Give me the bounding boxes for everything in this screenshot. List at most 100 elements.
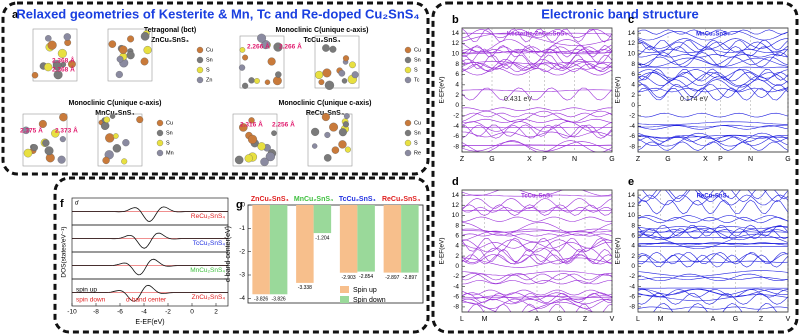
sub-label: d	[75, 201, 79, 207]
legend-label: Sn	[206, 57, 213, 63]
atom	[109, 113, 116, 119]
atom	[254, 78, 260, 84]
atom	[239, 47, 246, 53]
atom	[260, 157, 269, 167]
bond-length: 2.266 Å	[247, 42, 270, 51]
series-label: TcCu₂SnS₄	[193, 240, 226, 247]
band-line	[638, 215, 788, 222]
atom	[324, 131, 331, 138]
k-point: V	[786, 316, 791, 323]
k-point: X	[527, 156, 532, 163]
atom	[31, 71, 39, 79]
atom	[140, 32, 150, 41]
band-line	[462, 54, 612, 70]
panel-frame	[53, 176, 430, 334]
atom	[311, 143, 318, 149]
atom	[257, 142, 266, 151]
atom	[59, 136, 66, 143]
band-line	[462, 131, 612, 138]
atom	[267, 57, 276, 66]
bond-length: 2.316 Å	[240, 120, 263, 129]
value-label: -3.338	[298, 285, 312, 291]
compound: TcCu₂SnS₄	[521, 194, 553, 200]
y-axis-label: E-EF(eV)	[615, 237, 622, 264]
y-tick-label: 6	[631, 71, 635, 78]
y-tick-label: -4	[629, 123, 635, 130]
compound: MnCu₂SnS₄	[696, 32, 730, 38]
y-tick-label: -4	[453, 123, 459, 130]
band-line	[638, 41, 788, 53]
atom	[248, 117, 255, 124]
band-line	[638, 69, 788, 79]
atom	[321, 113, 330, 122]
x-tick-label: -10	[67, 309, 77, 316]
band-line	[638, 132, 788, 147]
atom	[59, 113, 68, 122]
k-point: G	[609, 156, 614, 163]
k-point: N	[748, 156, 753, 163]
y-tick-label: -4	[453, 283, 459, 290]
y-tick-label: 4	[455, 243, 459, 250]
y-tick-label: 0	[241, 202, 245, 209]
band-line	[638, 52, 788, 68]
legend-atom	[156, 139, 164, 147]
atom	[143, 45, 152, 55]
panel-label: g	[236, 199, 243, 211]
cell	[232, 113, 278, 167]
y-tick-label: 12	[628, 202, 636, 209]
x-tick-label: -4	[141, 309, 147, 316]
atom	[271, 130, 277, 136]
value-label: -3.826	[272, 297, 286, 303]
atom	[342, 55, 350, 62]
band-line	[462, 61, 612, 69]
atom	[113, 133, 119, 139]
band-line	[638, 57, 788, 67]
compound: Kesterite-ZnCu₂SnS₄	[507, 32, 567, 38]
band-line	[462, 68, 612, 76]
category-label: ReCu₂SnS₄	[382, 196, 420, 203]
atom	[57, 155, 66, 164]
legend-atom	[156, 149, 164, 157]
band-line	[462, 121, 612, 132]
atom	[102, 156, 110, 165]
y-tick-label: 0	[631, 263, 635, 270]
legend-atom	[404, 76, 412, 84]
band-line	[638, 39, 788, 51]
k-point: Z	[636, 156, 641, 163]
band-line	[638, 136, 788, 142]
y-axis-label: DOS(states/eV⁻¹)	[61, 226, 68, 277]
y-tick-label: 0	[455, 102, 459, 109]
bond-length: 2.373 Å	[55, 126, 78, 135]
annotation: d-band center	[126, 297, 167, 304]
formula: ZnCu₂SnS₄	[151, 37, 189, 44]
category-label: TcCu₂SnS₄	[339, 196, 376, 203]
legend-label: Cu	[414, 120, 421, 126]
legend-atom	[404, 149, 412, 157]
panel-frame	[1, 1, 430, 176]
atom	[247, 134, 258, 144]
band-line	[638, 53, 788, 58]
band-line	[638, 141, 788, 151]
legend-atom	[156, 129, 164, 137]
y-tick-label: 14	[628, 30, 636, 37]
atom	[329, 122, 339, 132]
bar	[252, 205, 270, 295]
band-line	[638, 75, 788, 87]
y-tick-label: 8	[455, 222, 459, 229]
y-tick-label: -2	[239, 248, 245, 255]
x-tick-label: -2	[165, 309, 171, 316]
value-label: -3.826	[254, 297, 268, 303]
y-tick-label: -1	[239, 225, 245, 232]
y-tick-label: 8	[631, 222, 635, 229]
x-axis-label: E-EF(eV)	[135, 319, 164, 326]
value-label: -2.897	[385, 275, 399, 281]
k-point: Z	[460, 156, 465, 163]
value-label: -1.204	[315, 235, 329, 241]
bar	[383, 205, 402, 273]
legend-label: Re	[414, 150, 421, 156]
legend-label: S	[206, 67, 210, 73]
band-line	[462, 28, 612, 43]
y-tick-label: -8	[629, 304, 635, 311]
k-point: M	[482, 316, 488, 323]
